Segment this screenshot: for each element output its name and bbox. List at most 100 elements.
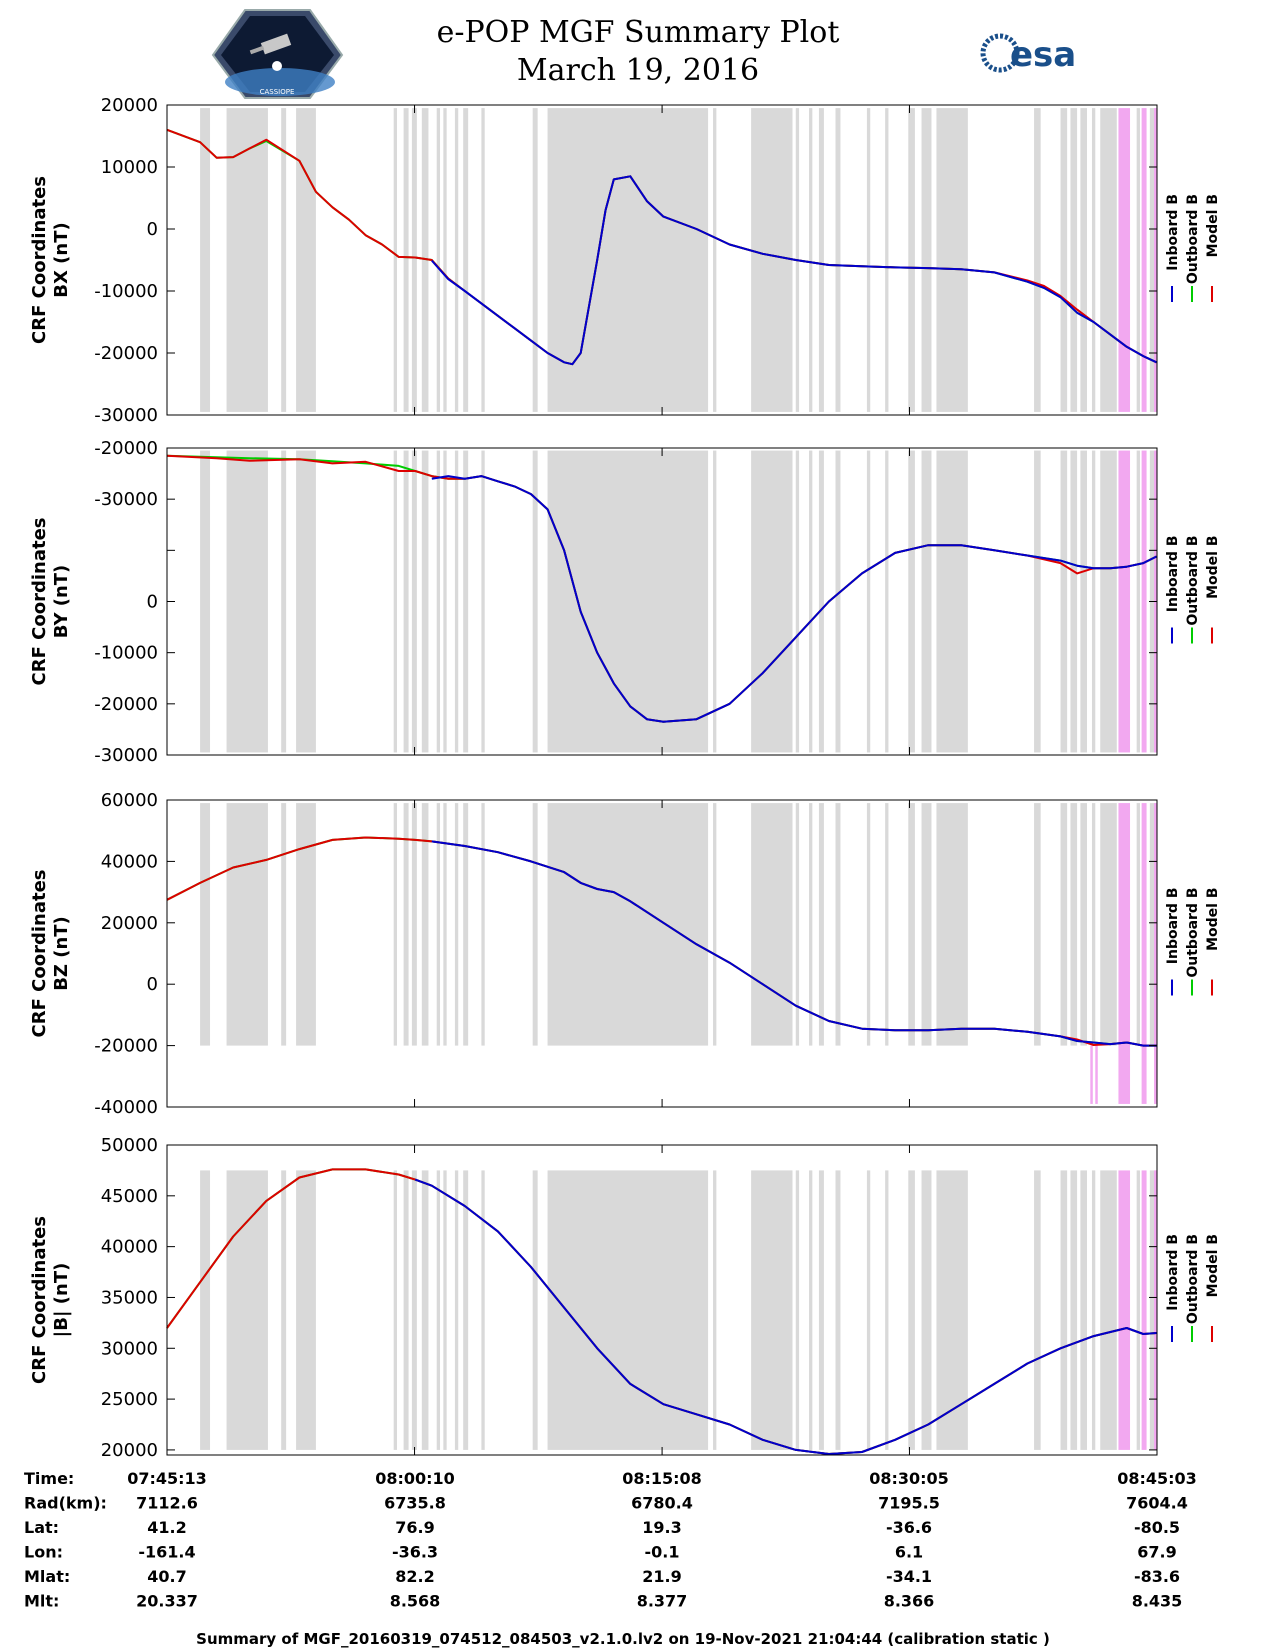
gray-band bbox=[936, 108, 968, 412]
gray-band bbox=[795, 1170, 800, 1450]
info-row-label: Lat: bbox=[24, 1518, 59, 1537]
gray-band bbox=[921, 803, 932, 1046]
info-cell: 40.7 bbox=[147, 1567, 186, 1586]
plot-title: e-POP MGF Summary Plot bbox=[437, 15, 840, 50]
gray-band bbox=[751, 1170, 793, 1450]
gray-band bbox=[296, 803, 316, 1046]
gray-band bbox=[411, 803, 417, 1046]
y-tick-label: 0 bbox=[147, 592, 158, 613]
legend-label: Model B bbox=[1205, 1234, 1221, 1297]
gray-band bbox=[866, 108, 871, 412]
info-cell: 82.2 bbox=[395, 1567, 434, 1586]
pink-band bbox=[1141, 803, 1147, 1104]
gray-band bbox=[713, 108, 717, 412]
y-axis-label: CRF Coordinates bbox=[29, 176, 50, 344]
cassiope-logo: CASSIOPE bbox=[211, 9, 344, 99]
gray-band bbox=[835, 108, 841, 412]
gray-band bbox=[866, 803, 871, 1046]
gray-band bbox=[713, 1170, 717, 1450]
info-row-label: Mlat: bbox=[24, 1567, 70, 1586]
legend-label: Inboard B bbox=[1165, 888, 1181, 965]
y-axis-label: CRF Coordinates bbox=[29, 518, 50, 686]
info-row-label: Lon: bbox=[24, 1543, 63, 1562]
panel-2: -20000 -30000 0 -10000 -20000 -30000 CRF Coord… bbox=[29, 438, 1221, 766]
gray-band bbox=[421, 450, 429, 753]
y-tick-label: 20000 bbox=[101, 95, 158, 116]
footer-text: Summary of MGF_20160319_074512_084503_v2… bbox=[196, 1630, 1050, 1648]
y-axis-label: BY (nT) bbox=[51, 565, 72, 639]
gray-band bbox=[885, 450, 889, 753]
gray-band bbox=[436, 450, 441, 753]
info-cell: -36.3 bbox=[392, 1543, 438, 1562]
legend-label: Model B bbox=[1205, 536, 1221, 599]
gray-band bbox=[751, 450, 793, 753]
gray-band bbox=[921, 108, 932, 412]
info-cell: 6780.4 bbox=[631, 1494, 693, 1513]
gray-band bbox=[532, 450, 538, 753]
gray-band bbox=[1060, 1170, 1068, 1450]
gray-band bbox=[809, 1170, 813, 1450]
info-cell: -83.6 bbox=[1134, 1567, 1180, 1586]
panel-3: 60000 40000 20000 0 -20000 -40000 CRF Coordina… bbox=[29, 790, 1221, 1118]
gray-band bbox=[1034, 450, 1041, 753]
pink-band bbox=[1118, 1170, 1131, 1450]
gray-band bbox=[1080, 450, 1088, 753]
gray-band bbox=[1136, 450, 1140, 753]
info-cell: 21.9 bbox=[642, 1567, 681, 1586]
gray-band bbox=[454, 1170, 459, 1450]
info-cell: 08:45:03 bbox=[1117, 1469, 1197, 1488]
series-inboard-b bbox=[431, 175, 1157, 366]
y-tick-label: -40000 bbox=[94, 1097, 158, 1118]
gray-band bbox=[936, 450, 968, 753]
gray-band bbox=[393, 803, 398, 1046]
gray-band bbox=[421, 1170, 429, 1450]
gray-band bbox=[1100, 450, 1117, 753]
info-cell: 8.435 bbox=[1132, 1592, 1183, 1611]
y-tick-label: -20000 bbox=[94, 343, 158, 364]
gray-band bbox=[532, 803, 538, 1046]
info-cell: 08:30:05 bbox=[869, 1469, 949, 1488]
y-tick-label: 50000 bbox=[101, 1135, 158, 1156]
gray-band bbox=[795, 803, 800, 1046]
gray-band bbox=[1091, 108, 1096, 412]
gray-band bbox=[547, 1170, 709, 1450]
gray-band bbox=[393, 108, 398, 412]
y-tick-label: -30000 bbox=[94, 745, 158, 766]
gray-band bbox=[1136, 803, 1140, 1046]
info-cell: 7195.5 bbox=[878, 1494, 940, 1513]
info-cell: 8.377 bbox=[637, 1592, 688, 1611]
gray-band bbox=[200, 803, 211, 1046]
gray-band bbox=[921, 450, 932, 753]
gray-band bbox=[547, 108, 709, 412]
pink-band bbox=[1141, 450, 1147, 753]
gray-band bbox=[1149, 1170, 1157, 1450]
gray-band bbox=[403, 1170, 409, 1450]
gray-band bbox=[547, 803, 709, 1046]
info-cell: 08:00:10 bbox=[375, 1469, 455, 1488]
info-cell: -0.1 bbox=[645, 1543, 680, 1562]
gray-band bbox=[866, 1170, 871, 1450]
gray-band bbox=[443, 1170, 447, 1450]
gray-band bbox=[1080, 108, 1088, 412]
y-tick-label: 20000 bbox=[101, 913, 158, 934]
gray-band bbox=[411, 108, 417, 412]
gray-band bbox=[1080, 803, 1088, 1046]
y-tick-label: 45000 bbox=[101, 1186, 158, 1207]
gray-band bbox=[481, 108, 485, 412]
gray-band bbox=[835, 1170, 841, 1450]
gray-band bbox=[200, 1170, 211, 1450]
gray-band bbox=[463, 803, 469, 1046]
info-row-label: Rad(km): bbox=[24, 1494, 107, 1513]
gray-band bbox=[436, 108, 441, 412]
gray-band bbox=[393, 450, 398, 753]
y-tick-label: -10000 bbox=[94, 281, 158, 302]
gray-band bbox=[1091, 1170, 1096, 1450]
gray-band bbox=[936, 1170, 968, 1450]
gray-band bbox=[795, 450, 800, 753]
gray-band bbox=[1149, 803, 1157, 1046]
gray-band bbox=[481, 450, 485, 753]
gray-band bbox=[1070, 1170, 1078, 1450]
pink-band bbox=[1154, 803, 1157, 1104]
gray-band bbox=[443, 108, 447, 412]
